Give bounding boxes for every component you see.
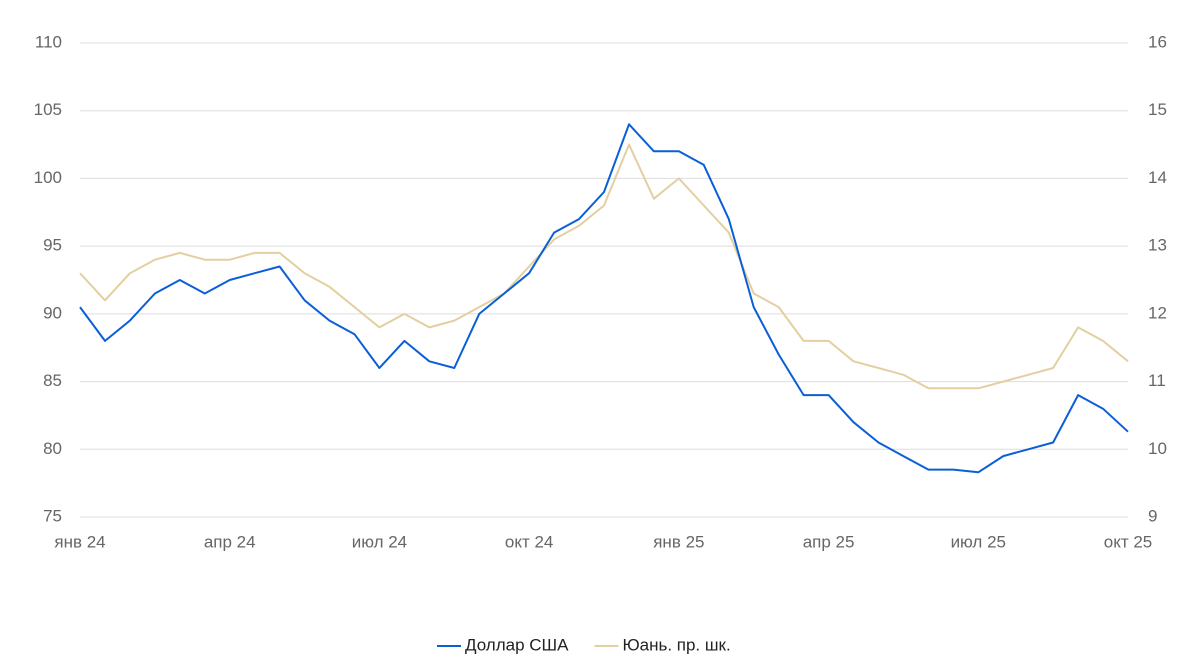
- y2-tick-label: 12: [1148, 303, 1167, 322]
- series-line: [79, 123, 1129, 474]
- y2-tick-label: 13: [1148, 236, 1167, 255]
- y-tick-label: 85: [43, 371, 62, 390]
- x-tick-label: окт 25: [1104, 532, 1153, 551]
- y-tick-label: 100: [34, 168, 62, 187]
- y-tick-label: 90: [43, 303, 62, 322]
- y-tick-label: 75: [43, 506, 62, 525]
- x-tick-label: окт 24: [505, 532, 554, 551]
- legend-label: Доллар США: [465, 635, 569, 654]
- y-tick-label: 80: [43, 439, 62, 458]
- series-line: [79, 143, 1129, 390]
- x-tick-label: янв 24: [54, 532, 105, 551]
- y-tick-label: 105: [34, 100, 62, 119]
- x-tick-label: июл 24: [352, 532, 407, 551]
- x-tick-label: янв 25: [653, 532, 704, 551]
- x-tick-label: июл 25: [951, 532, 1006, 551]
- y2-tick-label: 15: [1148, 100, 1167, 119]
- y2-tick-label: 9: [1148, 506, 1157, 525]
- y2-tick-label: 16: [1148, 32, 1167, 51]
- y2-tick-label: 14: [1148, 168, 1167, 187]
- y-tick-label: 110: [35, 32, 62, 51]
- x-tick-label: апр 24: [204, 532, 256, 551]
- legend-label: Юань. пр. шк.: [622, 635, 730, 654]
- y-tick-label: 95: [43, 236, 62, 255]
- y2-tick-label: 11: [1148, 371, 1166, 390]
- x-tick-label: апр 25: [803, 532, 855, 551]
- y2-tick-label: 10: [1148, 439, 1167, 458]
